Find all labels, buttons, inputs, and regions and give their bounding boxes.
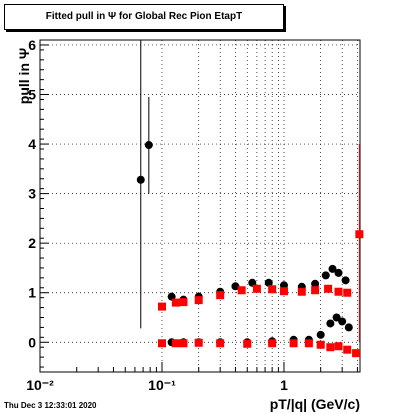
data-point-circle	[341, 276, 350, 285]
plot-frame	[39, 39, 361, 373]
data-point-square	[279, 287, 288, 296]
x-tick-label: 10⁻¹	[148, 377, 176, 393]
data-point-square	[179, 339, 188, 348]
y-tick-label: 6	[28, 37, 36, 53]
chart-title: Fitted pull in Ψ for Global Rec Pion Eta…	[45, 11, 243, 22]
x-tick-label: 10⁻²	[26, 377, 54, 393]
data-point-circle	[338, 317, 347, 326]
data-point-square	[157, 339, 166, 348]
data-point-circle	[328, 264, 337, 273]
data-point-square	[352, 349, 361, 358]
data-point-square	[355, 230, 364, 239]
data-point-square	[216, 339, 225, 348]
data-point-square	[334, 342, 343, 351]
data-point-circle	[326, 319, 335, 328]
data-point-square	[297, 287, 306, 296]
data-point-square	[237, 286, 246, 295]
data-point-square	[311, 286, 320, 295]
data-point-square	[304, 339, 313, 348]
data-point-circle	[334, 268, 343, 277]
date-stamp: Thu Dec 3 12:33:01 2020	[4, 401, 97, 410]
data-point-circle	[332, 313, 341, 322]
data-point-square	[289, 339, 298, 348]
data-point-square	[326, 343, 335, 352]
y-tick-label: 4	[28, 136, 36, 152]
data-point-square	[179, 298, 188, 307]
data-point-square	[171, 298, 180, 307]
data-point-square	[316, 340, 325, 349]
data-point-square	[334, 287, 343, 296]
data-point-square	[252, 284, 261, 293]
y-tick-label: 2	[28, 235, 36, 251]
data-point-circle	[264, 278, 273, 287]
plot-area	[40, 40, 360, 372]
y-tick-label: 5	[28, 87, 36, 103]
data-point-square	[268, 339, 277, 348]
data-point-square	[216, 291, 225, 300]
data-point-square	[343, 288, 352, 297]
data-point-circle	[231, 282, 240, 291]
y-axis-label: pull in Ψ	[16, 47, 32, 105]
data-point-square	[343, 345, 352, 354]
data-point-circle	[344, 323, 353, 332]
data-point-circle	[316, 330, 325, 339]
y-tick-label: 3	[28, 186, 36, 202]
data-point-circle	[321, 271, 330, 280]
data-point-square	[157, 302, 166, 311]
x-tick-label: 1	[280, 377, 288, 393]
x-axis-label: pT/|q| (GeV/c)	[269, 396, 360, 412]
data-point-square	[324, 284, 333, 293]
data-point-square	[194, 338, 203, 347]
data-point-circle	[136, 175, 145, 184]
y-tick-label: 0	[28, 334, 36, 350]
data-point-square	[243, 339, 252, 348]
data-point-square	[171, 339, 180, 348]
y-tick-label: 1	[28, 285, 36, 301]
data-point-square	[194, 296, 203, 305]
data-point-circle	[144, 141, 153, 150]
data-point-square	[268, 285, 277, 294]
data-point-circle	[311, 279, 320, 288]
chart-title-box: Fitted pull in Ψ for Global Rec Pion Eta…	[4, 4, 284, 30]
